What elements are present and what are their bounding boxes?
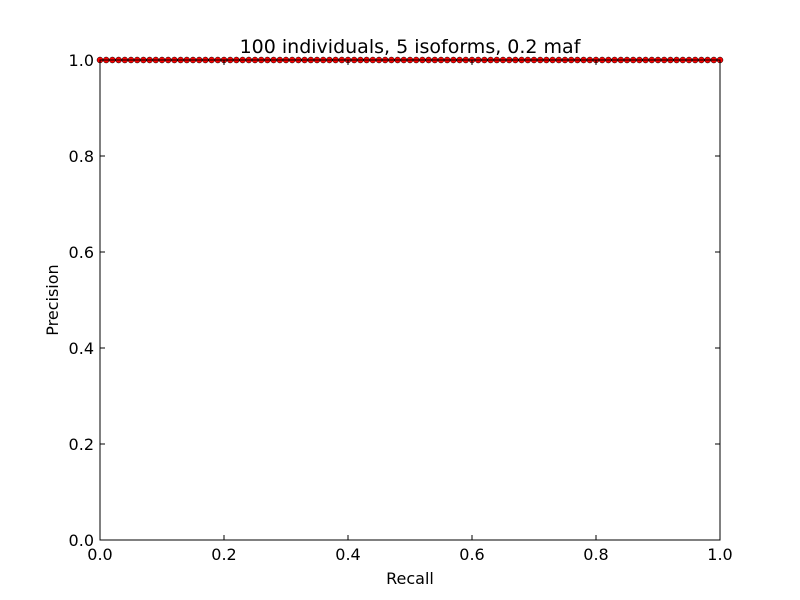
y-tick-label: 0.0 xyxy=(69,531,94,550)
axes-frame xyxy=(99,59,721,541)
x-tick-label: 0.4 xyxy=(335,545,360,564)
x-tick-label: 1.0 xyxy=(707,545,732,564)
y-tick-label: 0.6 xyxy=(69,243,94,262)
x-tick-label: 0.8 xyxy=(583,545,608,564)
y-tick-label: 1.0 xyxy=(69,51,94,70)
x-tick-label: 0.6 xyxy=(459,545,484,564)
y-tick-label: 0.2 xyxy=(69,435,94,454)
y-tick-label: 0.8 xyxy=(69,147,94,166)
y-tick-label: 0.4 xyxy=(69,339,94,358)
x-tick-label: 0.2 xyxy=(211,545,236,564)
x-axis-label: Recall xyxy=(386,569,434,588)
x-tick-label: 0.0 xyxy=(87,545,112,564)
chart-title: 100 individuals, 5 isoforms, 0.2 maf xyxy=(240,36,582,58)
plot-area: 0.0 0.2 0.4 0.6 0.8 1.0 0.0 0.2 0.4 0.6 0.8 1.0 xyxy=(69,51,733,564)
y-axis-label: Precision xyxy=(43,264,62,335)
